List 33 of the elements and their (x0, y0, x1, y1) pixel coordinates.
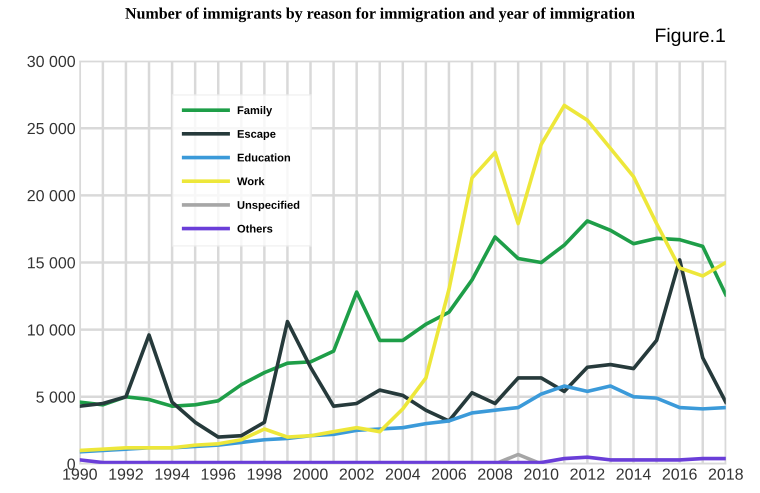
line-series (80, 258, 726, 439)
x-tick-label: 2016 (662, 468, 697, 480)
x-tick-label: 2018 (708, 468, 743, 480)
x-tick-label: 1994 (156, 468, 190, 480)
y-tick-label: 5 000 (36, 391, 76, 403)
legend-label: Family (238, 106, 272, 116)
x-tick-label: 2010 (524, 468, 558, 480)
line-series (80, 104, 726, 452)
x-tick-label: 2014 (616, 468, 651, 480)
x-tick-label: 1992 (109, 468, 143, 480)
x-tick-label: 2004 (386, 468, 420, 480)
y-tick-label: 10 000 (28, 324, 76, 336)
legend-label: Others (237, 224, 272, 233)
chart-title: Number of immigrants by reason for immigration and year of immigration (125, 7, 635, 22)
x-tick-label: 1998 (248, 468, 282, 480)
y-tick-label: 30 000 (27, 56, 76, 68)
text: Figure.1 (656, 28, 725, 46)
y-tick-label: 20 000 (28, 190, 76, 202)
x-tick-label: 2008 (478, 468, 512, 480)
x-tick-label: 2000 (294, 468, 328, 480)
y-tick-label: 25 000 (28, 122, 76, 134)
legend-label: Work (237, 177, 265, 186)
y-tick-label: 15 000 (28, 257, 76, 268)
x-tick-label: 1996 (202, 468, 236, 480)
x-tick-label: 2012 (570, 468, 604, 480)
x-tick-label: 2002 (340, 468, 374, 480)
x-tick-label: 2006 (432, 468, 466, 480)
y-tick-label: 0 (67, 458, 76, 470)
legend-label: Unspecified (238, 200, 300, 212)
legend-label: Education (238, 153, 290, 162)
x-tick-label: 1990 (63, 468, 97, 480)
legend-label: Escape (238, 130, 276, 140)
line-series (80, 219, 726, 408)
